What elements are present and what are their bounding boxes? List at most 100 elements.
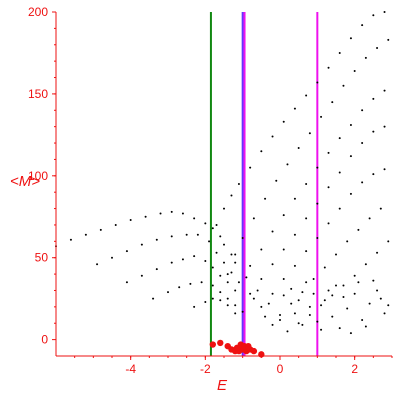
- data-point-163: [383, 312, 386, 315]
- data-point-122: [327, 222, 330, 225]
- data-point-76: [252, 217, 255, 220]
- data-point-145: [376, 251, 379, 254]
- data-point-19: [125, 250, 128, 253]
- data-point-150: [286, 330, 289, 333]
- data-point-78: [275, 179, 278, 182]
- data-point-81: [308, 132, 311, 135]
- data-point-173: [364, 325, 367, 328]
- data-point-98: [338, 137, 341, 140]
- data-point-161: [368, 302, 371, 305]
- data-point-87: [376, 47, 379, 50]
- data-point-67: [327, 66, 330, 69]
- data-point-1: [69, 238, 72, 241]
- data-point-49: [241, 310, 244, 313]
- data-point-57: [223, 207, 225, 210]
- data-point-126: [372, 173, 375, 176]
- data-point-10: [193, 217, 196, 220]
- data-point-86: [364, 56, 367, 59]
- data-point-65: [305, 94, 308, 97]
- data-point-115: [383, 125, 386, 128]
- axes: [55, 12, 392, 357]
- data-point-171: [320, 328, 323, 331]
- data-point-133: [335, 253, 337, 256]
- data-point-42: [178, 286, 181, 289]
- data-point-130: [301, 291, 304, 294]
- data-point-13: [219, 235, 222, 238]
- data-point-176: [349, 332, 352, 335]
- data-point-113: [361, 142, 364, 145]
- data-point-37: [219, 274, 222, 277]
- data-point-85: [353, 69, 356, 72]
- data-point-123: [338, 207, 341, 210]
- data-point-164: [290, 287, 293, 290]
- red-point-13: [217, 339, 224, 347]
- data-point-162: [376, 289, 379, 292]
- data-point-4: [114, 223, 117, 226]
- data-point-70: [361, 24, 364, 27]
- data-point-124: [349, 192, 352, 195]
- data-point-120: [305, 250, 308, 253]
- data-point-66: [316, 81, 319, 84]
- y-tick-label-3: 150: [28, 87, 48, 101]
- data-point-50: [193, 305, 196, 308]
- data-point-147: [256, 289, 259, 292]
- x-tick-label-3: 2: [351, 362, 358, 376]
- data-point-112: [349, 155, 352, 158]
- data-point-16: [234, 261, 237, 264]
- data-point-28: [230, 271, 233, 274]
- data-point-23: [185, 233, 188, 236]
- y-tick-label-2: 100: [28, 169, 48, 183]
- data-point-127: [383, 168, 386, 171]
- data-point-94: [293, 197, 296, 200]
- data-point-104: [260, 278, 263, 281]
- data-point-83: [331, 101, 334, 104]
- data-point-20: [140, 243, 143, 246]
- data-point-116: [260, 305, 263, 308]
- data-point-142: [342, 284, 345, 287]
- data-point-5: [129, 219, 132, 222]
- data-point-103: [249, 292, 252, 295]
- data-point-33: [181, 258, 184, 261]
- data-point-84: [342, 84, 345, 87]
- data-point-114: [372, 130, 375, 133]
- data-point-38: [226, 281, 229, 284]
- data-point-141: [331, 294, 334, 297]
- data-point-178: [252, 297, 255, 300]
- data-point-179: [264, 315, 267, 318]
- data-point-68: [338, 51, 341, 54]
- data-point-21: [155, 238, 158, 241]
- data-point-63: [282, 120, 285, 123]
- data-point-75: [241, 237, 244, 240]
- data-point-18: [111, 256, 113, 259]
- data-point-158: [346, 307, 349, 310]
- data-point-143: [353, 274, 356, 277]
- data-point-180: [282, 294, 285, 297]
- data-point-54: [226, 304, 229, 307]
- x-tick-label-0: -4: [125, 362, 136, 376]
- data-point-135: [357, 228, 360, 231]
- data-point-25: [208, 240, 211, 243]
- data-point-172: [342, 296, 345, 299]
- data-point-32: [170, 261, 173, 264]
- data-point-12: [211, 227, 214, 230]
- data-point-62: [271, 135, 274, 138]
- data-point-132: [323, 266, 326, 269]
- data-point-137: [379, 207, 382, 210]
- data-point-26: [215, 251, 218, 254]
- data-point-160: [361, 318, 364, 321]
- data-point-11: [204, 222, 207, 225]
- data-point-97: [327, 151, 330, 154]
- data-point-55: [234, 312, 237, 315]
- data-point-169: [271, 323, 274, 326]
- data-point-170: [297, 299, 300, 302]
- red-point-7: [250, 347, 258, 355]
- data-point-102: [383, 89, 386, 92]
- red-point-11: [245, 342, 252, 350]
- data-point-146: [387, 240, 390, 243]
- data-point-108: [305, 217, 308, 220]
- data-point-30: [140, 274, 143, 277]
- data-point-165: [312, 292, 315, 295]
- data-point-69: [349, 37, 352, 40]
- data-point-153: [308, 305, 311, 308]
- data-point-40: [152, 297, 155, 300]
